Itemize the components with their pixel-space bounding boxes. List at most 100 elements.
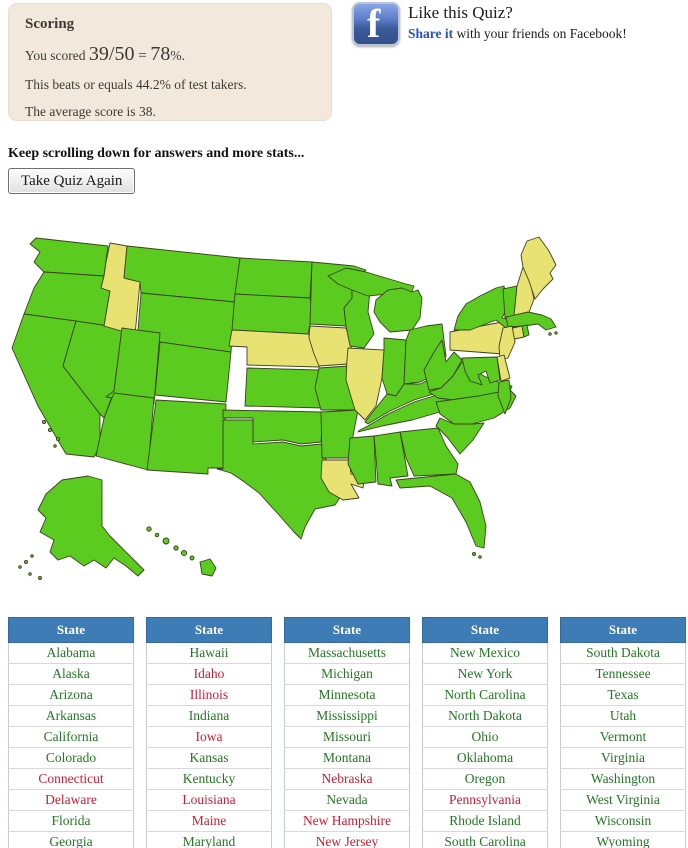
state-cell: Indiana (146, 705, 272, 727)
map-state-maryland (461, 356, 501, 386)
state-cell: Arizona (8, 684, 134, 706)
equals-sign: = (134, 48, 151, 64)
map-state-hawaii-island (162, 537, 170, 545)
state-cell: Ohio (422, 726, 548, 748)
state-cell: New Jersey (284, 831, 410, 848)
us-states-result-map (11, 236, 558, 580)
state-cell: Mississippi (284, 705, 410, 727)
state-cell: Wyoming (560, 831, 686, 848)
map-state-alaska (37, 475, 145, 577)
share-line-rest: with your friends on Facebook! (453, 26, 627, 41)
state-cell: Alaska (8, 663, 134, 685)
map-state-new-jersey (498, 325, 516, 361)
state-cell: Connecticut (8, 768, 134, 790)
state-cell: Massachusetts (284, 642, 410, 664)
state-cell: Arkansas (8, 705, 134, 727)
score-fraction: 39/50 (88, 43, 135, 65)
map-state-arizona (95, 392, 155, 471)
map-state-maryland (497, 379, 512, 415)
state-cell: Nebraska (284, 768, 410, 790)
map-state-hawaii-island (173, 545, 179, 551)
map-state-washington (29, 237, 109, 277)
map-state-mississippi (347, 435, 377, 485)
state-column-header: State (422, 617, 548, 643)
state-cell: Colorado (8, 747, 134, 769)
keep-scrolling-note: Keep scrolling down for answers and more… (8, 146, 305, 161)
state-cell: Minnesota (284, 684, 410, 706)
state-cell: New Hampshire (284, 810, 410, 832)
state-cell: Maine (146, 810, 272, 832)
state-cell: Alabama (8, 642, 134, 664)
map-state-alaska-island (38, 576, 42, 580)
map-state-california-island (55, 436, 61, 442)
state-column-header: State (146, 617, 272, 643)
map-state-new-mexico (146, 399, 227, 475)
score-line: You scored 39/50 = 78%. (25, 43, 331, 66)
state-cell: Kentucky (146, 768, 272, 790)
map-state-georgia (399, 427, 459, 477)
map-state-alaska-island (18, 565, 22, 569)
state-cell: Kansas (146, 747, 272, 769)
state-cell: Louisiana (146, 789, 272, 811)
map-state-texas (216, 419, 344, 540)
state-results-table: State New Mexico New York North Carolina Nor… (422, 617, 548, 848)
state-column-header: State (284, 617, 410, 643)
map-state-alabama (373, 431, 409, 487)
map-state-california-island (53, 444, 57, 448)
facebook-f-icon[interactable]: f (352, 2, 400, 46)
state-cell: Michigan (284, 663, 410, 685)
state-cell: California (8, 726, 134, 748)
state-cell: Delaware (8, 789, 134, 811)
map-state-alaska-island (28, 572, 32, 576)
state-cell: West Virginia (560, 789, 686, 811)
state-cell: South Carolina (422, 831, 548, 848)
map-state-kansas (244, 367, 327, 409)
score-prefix: You scored (25, 48, 89, 63)
state-cell: Pennsylvania (422, 789, 548, 811)
map-state-michigan (373, 287, 423, 333)
state-results-table: State South Dakota Tennessee Texas Utah Vermo… (560, 617, 686, 848)
map-state-north-carolina (435, 389, 517, 425)
map-state-nebraska (228, 329, 323, 368)
map-state-florida (395, 473, 487, 549)
map-state-alaska-island (30, 554, 34, 558)
state-cell: Utah (560, 705, 686, 727)
map-state-south-carolina (435, 417, 485, 455)
share-line: Share it with your friends on Facebook! (408, 26, 627, 42)
state-cell: Vermont (560, 726, 686, 748)
map-state-florida-island (478, 555, 482, 559)
state-results-table: State Massachusetts Michigan Minnesota Missi… (284, 617, 410, 848)
beats-line: This beats or equals 44.2% of test taker… (25, 77, 247, 92)
state-results-table: State Alabama Alaska Arizona Arkansas Califor… (8, 617, 134, 848)
share-it-link[interactable]: Share it (408, 26, 454, 41)
map-state-delaware (496, 354, 511, 382)
state-cell: Oklahoma (422, 747, 548, 769)
scoring-title: Scoring (25, 16, 75, 32)
like-quiz-title: Like this Quiz? (408, 3, 513, 22)
state-cell: Missouri (284, 726, 410, 748)
state-column-header: State (8, 617, 134, 643)
score-percent: 78 (150, 43, 171, 65)
state-cell: Illinois (146, 684, 272, 706)
state-cell: Maryland (146, 831, 272, 848)
state-cell: North Dakota (422, 705, 548, 727)
state-cell: Virginia (560, 747, 686, 769)
map-state-hawaii-island (180, 549, 188, 557)
map-state-california-island (41, 419, 47, 425)
map-state-colorado (154, 341, 232, 403)
state-cell: Florida (8, 810, 134, 832)
map-state-west-virginia (423, 339, 463, 391)
state-cell: New Mexico (422, 642, 548, 664)
map-state-maine (520, 236, 557, 300)
average-line: The average score is 38. (25, 104, 156, 119)
map-state-massachusetts-island (548, 332, 552, 336)
state-cell: Rhode Island (422, 810, 548, 832)
state-column-header: State (560, 617, 686, 643)
state-cell: Hawaii (146, 642, 272, 664)
state-cell: Iowa (146, 726, 272, 748)
take-quiz-again-button[interactable]: Take Quiz Again (8, 168, 136, 194)
state-results-table: State Hawaii Idaho Illinois Indiana Iowa Kansa… (146, 617, 272, 848)
state-cell: Idaho (146, 663, 272, 685)
state-cell: Washington (560, 768, 686, 790)
